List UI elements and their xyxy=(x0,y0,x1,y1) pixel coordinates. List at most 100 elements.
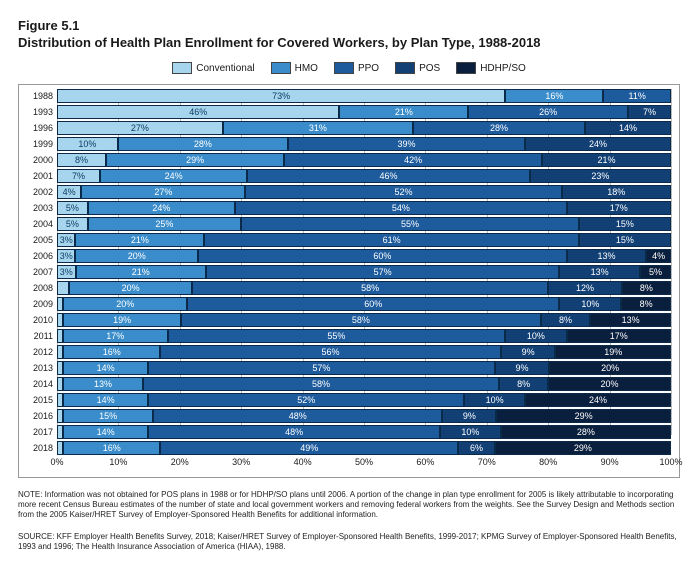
year-label: 2010 xyxy=(23,313,53,327)
bar-label: 23% xyxy=(591,171,609,181)
x-tick: 60% xyxy=(416,457,434,467)
bar-label: 46% xyxy=(380,171,398,181)
bar-ppo: 57% xyxy=(148,361,495,375)
x-tick: 100% xyxy=(659,457,682,467)
bar-hmo: 13% xyxy=(63,377,143,391)
bar-label: 5% xyxy=(66,219,79,229)
legend-label: HDHP/SO xyxy=(480,63,526,74)
bar-label: 18% xyxy=(607,187,625,197)
bar-hmo: 31% xyxy=(223,121,413,135)
chart-row: 201714%48%10%28% xyxy=(57,425,671,439)
bar-pos: 9% xyxy=(495,361,550,375)
bar-pos: 14% xyxy=(585,121,671,135)
bar-hmo: 14% xyxy=(63,393,148,407)
bar-label: 57% xyxy=(374,267,392,277)
bar-hdhp: 5% xyxy=(640,265,671,279)
bar-label: 54% xyxy=(392,203,410,213)
bar-label: 61% xyxy=(383,235,401,245)
year-label: 2013 xyxy=(23,361,53,375)
bar-label: 3% xyxy=(60,251,73,261)
year-label: 2000 xyxy=(23,153,53,167)
bar-label: 5% xyxy=(66,203,79,213)
chart-row: 20045%25%55%15% xyxy=(57,217,671,231)
bar-ppo: 57% xyxy=(206,265,560,279)
bar-pos: 13% xyxy=(559,265,640,279)
bar-label: 16% xyxy=(103,443,121,453)
figure-number: Figure 5.1 xyxy=(18,18,680,33)
legend-item: POS xyxy=(395,62,440,74)
bar-hmo: 28% xyxy=(118,137,288,151)
bar-ppo: 60% xyxy=(198,249,566,263)
bar-hmo: 20% xyxy=(69,281,192,295)
bar-label: 24% xyxy=(165,171,183,181)
bar-label: 28% xyxy=(194,139,212,149)
bar-pos: 8% xyxy=(499,377,548,391)
bar-label: 48% xyxy=(289,411,307,421)
bar-hmo: 24% xyxy=(100,169,247,183)
chart-row: 199627%31%28%14% xyxy=(57,121,671,135)
year-label: 2018 xyxy=(23,441,53,455)
bar-hmo: 16% xyxy=(505,89,603,103)
bar-conventional: 8% xyxy=(57,153,106,167)
bar-label: 29% xyxy=(186,155,204,165)
legend-label: PPO xyxy=(358,63,379,74)
bar-hdhp: 4% xyxy=(646,249,671,263)
chart-row: 200920%60%10%8% xyxy=(57,297,671,311)
bar-label: 8% xyxy=(640,299,653,309)
bar-pos: 24% xyxy=(525,137,671,151)
bar-ppo: 52% xyxy=(148,393,464,407)
year-label: 2008 xyxy=(23,281,53,295)
bar-label: 21% xyxy=(131,235,149,245)
bar-pos: 15% xyxy=(579,217,671,231)
bar-label: 60% xyxy=(364,299,382,309)
bar-label: 3% xyxy=(60,267,73,277)
x-tick: 0% xyxy=(50,457,63,467)
chart-row: 201216%56%9%19% xyxy=(57,345,671,359)
bar-label: 17% xyxy=(106,331,124,341)
chart-row: 199346%21%26%7% xyxy=(57,105,671,119)
chart-row: 201314%57%9%20% xyxy=(57,361,671,375)
legend-swatch xyxy=(395,62,415,74)
x-tick: 20% xyxy=(171,457,189,467)
year-label: 1999 xyxy=(23,137,53,151)
bar-label: 19% xyxy=(604,347,622,357)
bar-label: 20% xyxy=(116,299,134,309)
bar-conventional: 3% xyxy=(57,265,76,279)
bar-hmo: 27% xyxy=(81,185,245,199)
bar-label: 4% xyxy=(63,187,76,197)
bar-pos: 9% xyxy=(501,345,556,359)
bar-hdhp: 28% xyxy=(501,425,671,439)
bar-hdhp: 8% xyxy=(621,297,671,311)
bar-hdhp: 20% xyxy=(548,377,671,391)
figure-title: Distribution of Health Plan Enrollment f… xyxy=(18,35,680,50)
bar-ppo: 46% xyxy=(247,169,529,183)
legend-swatch xyxy=(271,62,291,74)
year-label: 2014 xyxy=(23,377,53,391)
bar-label: 10% xyxy=(527,331,545,341)
bar-label: 24% xyxy=(589,139,607,149)
bar-label: 17% xyxy=(610,331,628,341)
chart-row: 201615%48%9%29% xyxy=(57,409,671,423)
chart-row: 201117%55%10%17% xyxy=(57,329,671,343)
bar-ppo: 48% xyxy=(148,425,440,439)
bar-conventional xyxy=(57,281,69,295)
bar-hdhp: 24% xyxy=(525,393,671,407)
chart-row: 20073%21%57%13%5% xyxy=(57,265,671,279)
bar-label: 13% xyxy=(597,251,615,261)
bar-hmo: 21% xyxy=(339,105,468,119)
bar-conventional: 5% xyxy=(57,217,88,231)
bar-ppo: 28% xyxy=(413,121,585,135)
bar-ppo: 54% xyxy=(235,201,567,215)
bar-pos: 10% xyxy=(464,393,525,407)
chart-row: 201413%58%8%20% xyxy=(57,377,671,391)
bar-hdhp: 8% xyxy=(622,281,671,295)
bar-label: 21% xyxy=(597,155,615,165)
legend: ConventionalHMOPPOPOSHDHP/SO xyxy=(18,62,680,74)
bar-label: 42% xyxy=(404,155,422,165)
legend-swatch xyxy=(456,62,476,74)
bar-label: 3% xyxy=(60,235,73,245)
bar-ppo: 55% xyxy=(241,217,579,231)
x-tick: 80% xyxy=(539,457,557,467)
bar-ppo: 55% xyxy=(168,329,506,343)
bar-hmo: 19% xyxy=(63,313,181,327)
